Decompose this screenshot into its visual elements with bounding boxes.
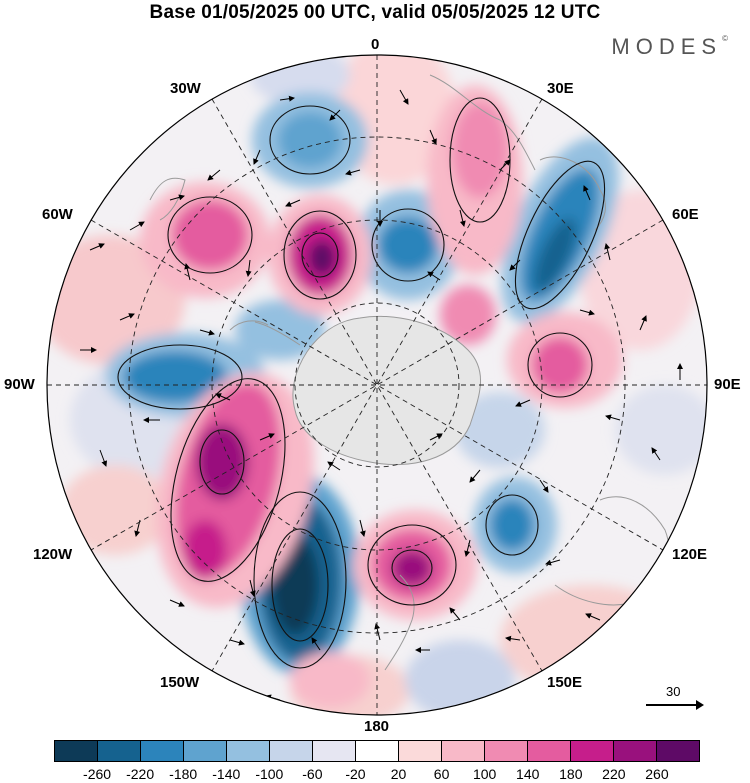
colorbar-swatch — [570, 741, 613, 761]
colorbar-swatch — [656, 741, 699, 761]
reference-vector-arrow — [646, 700, 704, 710]
colorbar-tick-label: -180 — [169, 766, 198, 782]
colorbar-tick-label: 220 — [602, 766, 626, 782]
colorbar-tick-label: -100 — [255, 766, 284, 782]
colorbar-tick-label: -140 — [212, 766, 241, 782]
map-boundary — [46, 54, 708, 716]
lon-label-60e: 60E — [672, 206, 699, 223]
antarctica-landmass — [292, 315, 482, 466]
colorbar-tick-label: 60 — [433, 766, 450, 782]
colorbar-swatch — [484, 741, 527, 761]
map-title: Base 01/05/2025 00 UTC, valid 05/05/2025… — [149, 2, 601, 23]
colorbar-tick-label: 140 — [516, 766, 540, 782]
wind-vectors — [80, 89, 683, 711]
lon-label-30w: 30W — [170, 80, 201, 97]
colorbar-tick-label: 100 — [472, 766, 497, 782]
lon-label-120w: 120W — [33, 546, 73, 563]
lon-label-90e: 90E — [714, 376, 741, 393]
colorbar-swatch — [269, 741, 312, 761]
colorbar-tick-label: 180 — [559, 766, 583, 782]
lon-label-30e: 30E — [547, 80, 574, 97]
colorbar-swatch — [140, 741, 183, 761]
colorbar-tick-label: -260 — [83, 766, 112, 782]
colorbar-tick-labels: -260 -220 -180 -140 -100 -60 -20 20 60 100 140 180 2… — [54, 766, 700, 783]
brand-mark: © — [722, 34, 728, 43]
colorbar-swatch — [527, 741, 570, 761]
colorbar-swatch — [183, 741, 226, 761]
colorbar-swatch — [97, 741, 140, 761]
colorbar-swatch — [312, 741, 355, 761]
lon-label-60w: 60W — [42, 206, 73, 223]
lon-label-150e: 150E — [547, 674, 583, 691]
polar-map — [46, 54, 708, 716]
contour-lines — [117, 97, 606, 669]
colorbar-tick-label: 260 — [645, 766, 669, 782]
colorbar-tick-label: -60 — [302, 766, 323, 782]
lon-label-150w: 150W — [160, 674, 200, 691]
lon-label-90w: 90W — [4, 376, 35, 393]
colorbar-swatch — [355, 741, 398, 761]
colorbar-swatch — [613, 741, 656, 761]
colorbar-tick-label: 20 — [390, 766, 407, 782]
colorbar-swatch — [398, 741, 441, 761]
colorbar-swatch — [441, 741, 484, 761]
lon-label-120e: 120E — [672, 546, 708, 563]
brand-name: MODES — [611, 34, 723, 59]
lon-label-0: 0 — [371, 36, 380, 53]
colorbar-tick-label: -220 — [126, 766, 155, 782]
graticule — [47, 55, 707, 715]
brand-logo: MODES© — [611, 34, 728, 60]
colorbar — [54, 740, 700, 762]
reference-vector-label: 30 — [666, 684, 681, 699]
colorbar-tick-label: -20 — [345, 766, 366, 782]
colorbar-swatch — [226, 741, 269, 761]
colorbar-swatch — [55, 741, 97, 761]
lon-label-180: 180 — [364, 718, 390, 735]
